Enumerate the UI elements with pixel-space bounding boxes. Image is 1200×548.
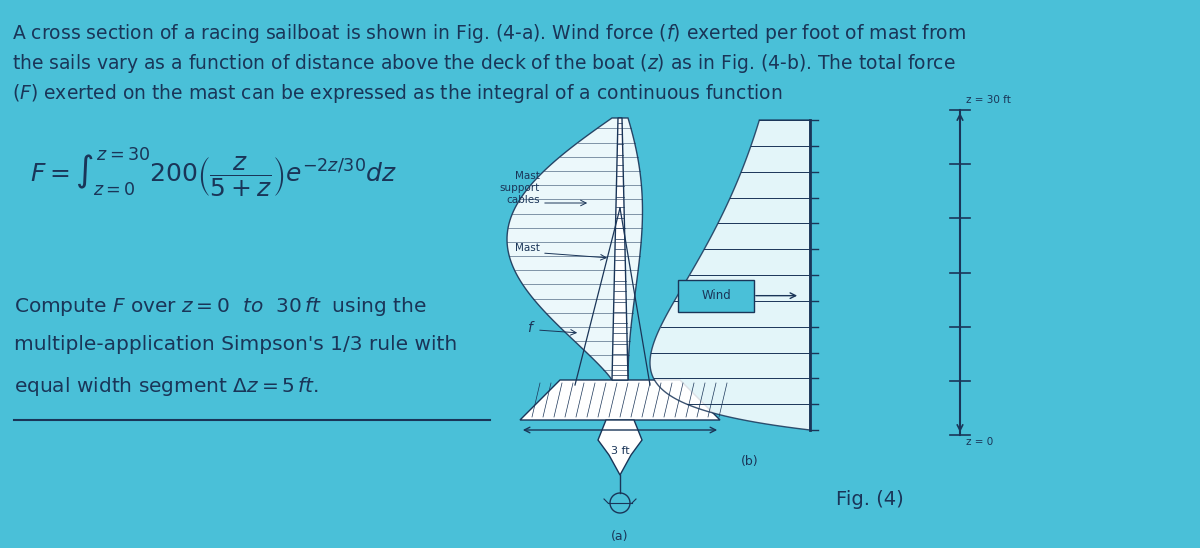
Polygon shape [508, 118, 642, 380]
Text: (b): (b) [742, 455, 758, 468]
Polygon shape [520, 380, 720, 420]
Text: Mast: Mast [515, 243, 540, 253]
Text: 3 ft: 3 ft [611, 446, 629, 456]
Text: A cross section of a racing sailboat is shown in Fig. (4-a). Wind force ($f$) ex: A cross section of a racing sailboat is … [12, 22, 966, 45]
Text: $F = \int_{z=0}^{z=30} 200 \left(\dfrac{z}{5+z}\right)e^{-2z/30}dz$: $F = \int_{z=0}^{z=30} 200 \left(\dfrac{… [30, 145, 397, 199]
Text: (a): (a) [611, 530, 629, 543]
Text: the sails vary as a function of distance above the deck of the boat ($z$) as in : the sails vary as a function of distance… [12, 52, 955, 75]
Text: Compute $F$ over $z = 0$  $to$  $30\,ft$  using the: Compute $F$ over $z = 0$ $to$ $30\,ft$ u… [14, 295, 427, 318]
Text: z = 30 ft: z = 30 ft [966, 95, 1010, 105]
Text: z = 0: z = 0 [966, 437, 994, 447]
Text: f: f [528, 321, 533, 335]
Text: Fig. (4): Fig. (4) [836, 490, 904, 509]
Text: ($F$) exerted on the mast can be expressed as the integral of a continuous funct: ($F$) exerted on the mast can be express… [12, 82, 782, 105]
Text: Mast
support
cables: Mast support cables [499, 170, 540, 206]
FancyBboxPatch shape [678, 279, 754, 312]
Text: Wind: Wind [701, 289, 731, 302]
Text: equal width segment $\Delta z = 5\,ft.$: equal width segment $\Delta z = 5\,ft.$ [14, 375, 319, 398]
Polygon shape [650, 120, 810, 430]
Polygon shape [598, 420, 642, 475]
Polygon shape [612, 118, 628, 380]
Text: multiple-application Simpson's 1/3 rule with: multiple-application Simpson's 1/3 rule … [14, 335, 457, 354]
